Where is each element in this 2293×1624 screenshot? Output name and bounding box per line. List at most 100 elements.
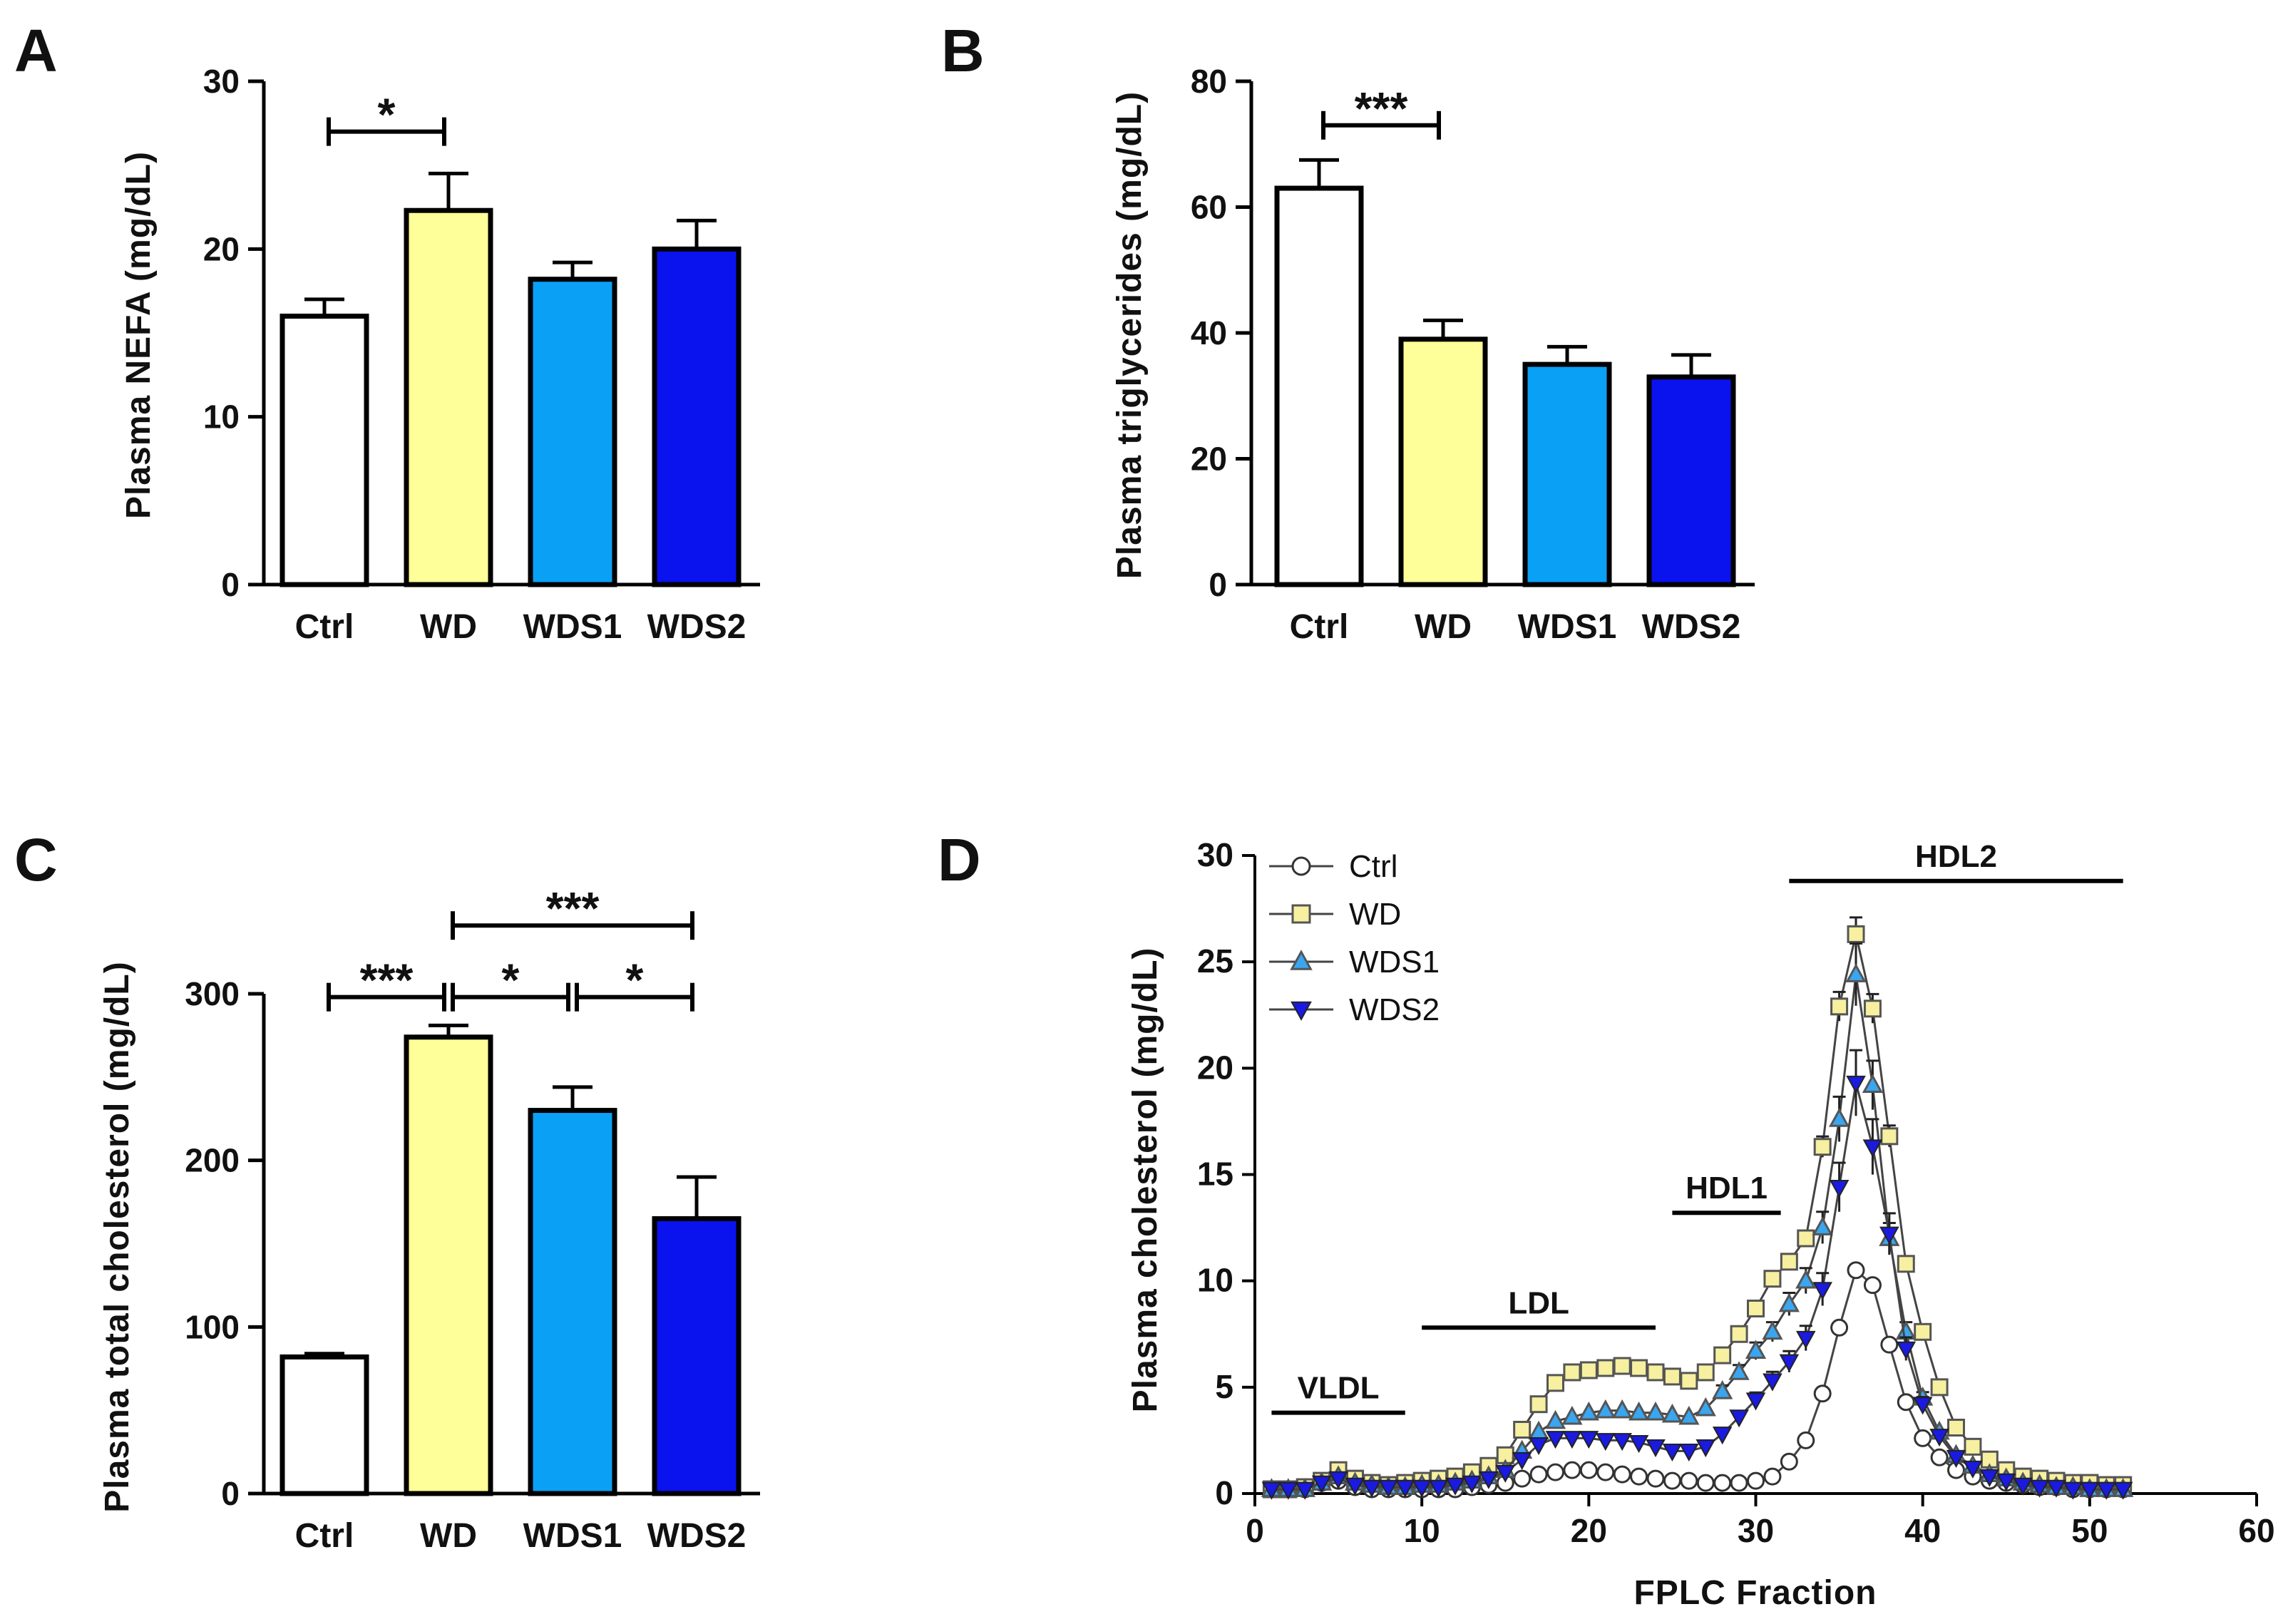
y-axis-title-d: Plasma cholesterol (mg/dL)	[1127, 947, 1164, 1413]
plot-area-b: 0 20 40 60 80 Ctrl WD WDS1 WDS2 ***	[1191, 63, 1755, 646]
x-tick-label: 40	[1904, 1512, 1941, 1549]
significance-label: *	[378, 89, 396, 140]
data-point	[1663, 1471, 1681, 1490]
category-label: Ctrl	[295, 1517, 354, 1555]
data-point	[1595, 1433, 1616, 1451]
data-point	[1747, 1471, 1765, 1490]
data-point	[1930, 1448, 1949, 1466]
category-label: WDS1	[523, 608, 622, 646]
panel-a: A Plasma NEFA (mg/dL) 0 10 20 30 Ctrl WD WDS1 W…	[14, 17, 760, 646]
data-point	[1328, 1471, 1348, 1489]
x-tick-label: 60	[2238, 1512, 2274, 1549]
data-point	[1914, 1322, 1932, 1341]
data-point	[1797, 1431, 1815, 1449]
data-point	[1812, 1282, 1832, 1300]
data-point	[1695, 1397, 1716, 1417]
data-point	[1528, 1420, 1549, 1440]
data-point	[1963, 1460, 1983, 1479]
panel-b: B Plasma triglycerides (mg/dL) 0 20 40 60 80…	[941, 17, 1755, 646]
significance-label: *	[626, 955, 644, 1006]
data-point	[1730, 1325, 1748, 1343]
data-point	[1880, 1127, 1899, 1146]
legend-label: WDS1	[1349, 945, 1440, 980]
data-point	[1797, 1229, 1815, 1248]
region-label: VLDL	[1298, 1371, 1380, 1406]
category-label: WDS1	[1518, 608, 1617, 646]
data-point	[1964, 1437, 1982, 1456]
data-point	[1546, 1463, 1564, 1481]
category-label: WDS2	[1642, 608, 1741, 646]
y-tick-label: 25	[1197, 942, 1233, 980]
data-point	[1763, 1270, 1782, 1288]
y-tick-label: 5	[1215, 1368, 1233, 1405]
series-line	[1271, 1082, 2123, 1491]
data-point	[2029, 1479, 2050, 1498]
data-point	[1745, 1340, 1767, 1359]
data-point	[1596, 1359, 1615, 1377]
data-point	[1762, 1320, 1783, 1340]
data-point	[1512, 1451, 1532, 1470]
data-point	[1562, 1431, 1582, 1449]
y-tick-label: 30	[203, 63, 240, 100]
data-point	[1295, 1481, 1315, 1500]
data-point	[1946, 1449, 1966, 1469]
panel-c: C Plasma total cholesterol (mg/dL) 0 100 2…	[14, 826, 760, 1555]
data-point	[1395, 1479, 1415, 1498]
category-label: WDS1	[523, 1517, 622, 1555]
region-label: HDL1	[1686, 1171, 1768, 1206]
data-point	[1563, 1461, 1581, 1479]
data-point	[1780, 1253, 1798, 1271]
data-point	[1862, 1139, 1883, 1158]
legend-label: WD	[1349, 897, 1401, 932]
panel-letter-b: B	[941, 17, 985, 84]
x-tick-label: 30	[1738, 1512, 1774, 1549]
data-point	[1529, 1465, 1548, 1484]
data-point	[1544, 1409, 1566, 1429]
category-label: WD	[420, 608, 477, 646]
data-point	[1763, 1467, 1782, 1486]
x-tick-label: 0	[1246, 1512, 1264, 1549]
y-tick-label: 10	[203, 399, 240, 436]
legend-label: WDS2	[1349, 992, 1440, 1027]
data-point	[1730, 1474, 1748, 1492]
data-point	[1462, 1475, 1482, 1494]
data-point	[1412, 1479, 1432, 1498]
data-point	[1696, 1474, 1715, 1492]
data-point	[1713, 1346, 1732, 1365]
legend: Ctrl WD WDS1 WDS2	[1269, 849, 1440, 1027]
data-point	[1428, 1479, 1449, 1498]
data-point	[1847, 1261, 1865, 1280]
data-point	[1679, 1443, 1699, 1462]
data-point	[1661, 1403, 1683, 1423]
data-point	[1529, 1395, 1548, 1414]
y-tick-label: 80	[1191, 63, 1227, 100]
y-axis-title-a: Plasma NEFA (mg/dL)	[120, 151, 158, 519]
y-tick-label: 200	[185, 1142, 240, 1179]
data-point	[1862, 1074, 1884, 1094]
data-point	[1897, 1393, 1915, 1412]
data-point	[1311, 1475, 1332, 1494]
data-point	[1912, 1397, 1933, 1415]
data-point	[1830, 997, 1849, 1016]
data-point	[1579, 1361, 1598, 1379]
data-point	[1847, 925, 1865, 943]
data-point	[1495, 1464, 1516, 1483]
panel-letter-c: C	[14, 826, 58, 893]
data-point	[1996, 1473, 2016, 1491]
data-point	[1897, 1255, 1915, 1273]
data-point	[1778, 1292, 1800, 1312]
data-point	[2096, 1481, 2117, 1500]
bar-wds1	[1522, 361, 1612, 587]
region-label: LDL	[1508, 1285, 1569, 1320]
panel-letter-d: D	[938, 826, 981, 893]
data-point	[1779, 1354, 1800, 1372]
x-tick-label: 20	[1571, 1512, 1607, 1549]
x-axis-title-d: FPLC Fraction	[1633, 1574, 1877, 1612]
legend-marker	[1291, 904, 1311, 924]
significance-label: ***	[360, 955, 414, 1006]
x-tick-label: 10	[1404, 1512, 1440, 1549]
data-point	[2013, 1477, 2033, 1496]
data-point	[1345, 1477, 1365, 1496]
